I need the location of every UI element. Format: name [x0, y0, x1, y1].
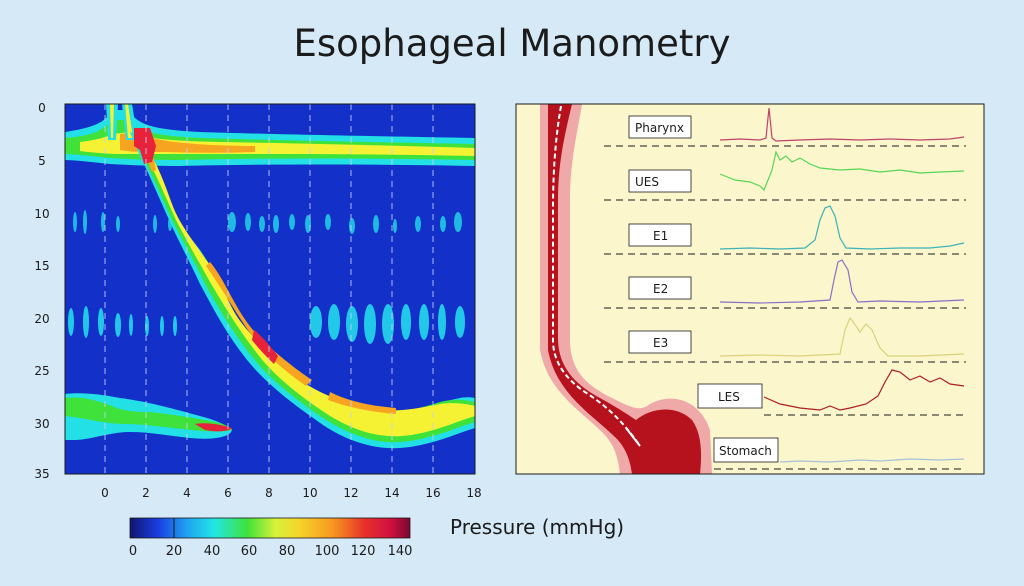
x-tick: 14: [384, 486, 399, 500]
y-tick: 0: [38, 101, 46, 115]
x-tick: 18: [466, 486, 481, 500]
y-tick: 20: [34, 312, 49, 326]
page-title: Esophageal Manometry: [293, 22, 731, 65]
y-tick: 35: [34, 467, 49, 481]
y-tick: 30: [34, 417, 49, 431]
x-tick: 8: [265, 486, 273, 500]
y-axis-ticks: 0 5 10 15 20 25 30 35: [34, 101, 49, 481]
peristalsis-yellow: [138, 140, 475, 437]
x-tick: 2: [142, 486, 150, 500]
swallow-spike-2-inner: [125, 104, 133, 138]
y-tick: 5: [38, 154, 46, 168]
y-tick: 10: [34, 207, 49, 221]
les-band-green: [65, 397, 232, 432]
x-tick: 4: [183, 486, 191, 500]
peristalsis-red: [134, 128, 278, 364]
plot-frame: [64, 103, 476, 475]
x-axis-ticks: 0 2 4 6 8 10 12 14 16 18: [101, 486, 481, 500]
pressure-contours: [65, 104, 475, 449]
y-tick: 15: [34, 259, 49, 273]
y-tick: 25: [34, 364, 49, 378]
colorbar-label: Pressure (mmHg): [450, 515, 625, 539]
x-tick: 12: [343, 486, 358, 500]
x-tick: 0: [101, 486, 109, 500]
les-band-red: [195, 423, 232, 432]
x-tick: 16: [425, 486, 440, 500]
swallow-spike-inner: [110, 104, 114, 138]
x-tick: 6: [224, 486, 232, 500]
faint-contraction-row-21: [68, 304, 465, 344]
x-tick: 10: [302, 486, 317, 500]
topography-gridlines: [104, 104, 434, 474]
